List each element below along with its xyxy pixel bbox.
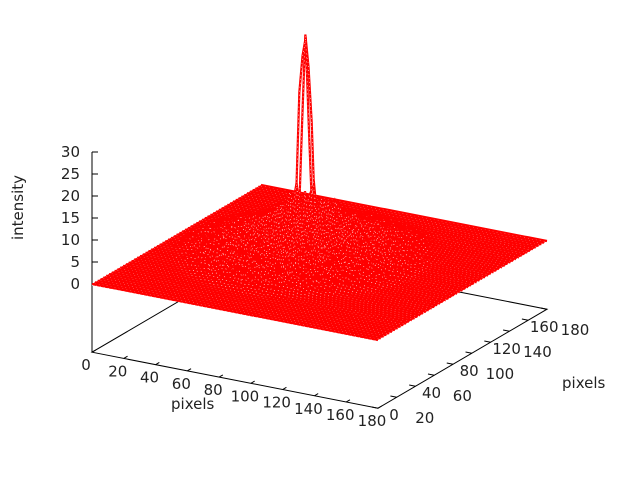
z-axis-label: intensity: [9, 175, 27, 240]
x-tick-label: 0: [81, 356, 91, 374]
x-tick-label: 120: [262, 394, 291, 412]
y-tick-label: 0: [389, 406, 399, 424]
y-tick-label: 20: [415, 409, 434, 427]
z-tick-label: 10: [61, 231, 80, 249]
y-tick-label: 140: [523, 343, 552, 361]
x-tick: [123, 355, 128, 359]
surface-row: [145, 251, 432, 310]
y-tick: [446, 362, 454, 365]
surface-row-highlight: [193, 184, 480, 283]
surface-row: [128, 261, 415, 320]
surface-row-highlight: [134, 260, 421, 317]
y-tick-label: 40: [422, 384, 441, 402]
surface-row: [103, 276, 390, 335]
x-tick: [282, 386, 287, 390]
y-tick: [427, 373, 435, 376]
x-axis-label: pixels: [171, 395, 215, 413]
surface-row: [131, 259, 418, 318]
x-tick-label: 20: [108, 362, 127, 380]
z-tick-label: 15: [61, 209, 80, 227]
x-tick-label: 40: [140, 369, 159, 387]
y-tick: [371, 406, 379, 409]
surface-row: [156, 240, 443, 304]
x-tick-label: 100: [231, 387, 260, 405]
y-axis-label: pixels: [562, 374, 606, 392]
surface-row: [139, 254, 427, 314]
surface-row: [173, 206, 460, 294]
x-tick-label: 180: [358, 412, 387, 430]
surface-row: [136, 256, 424, 315]
surface-row-highlight: [145, 253, 432, 311]
surface-row: [190, 191, 477, 284]
y-tick: [521, 318, 529, 321]
x-tick: [187, 368, 192, 372]
surface-row-highlight: [139, 256, 426, 314]
z-tick-label: 5: [70, 253, 80, 271]
surface-row: [117, 268, 404, 327]
surface-row: [111, 271, 398, 330]
y-tick: [390, 395, 397, 398]
surface-row: [97, 279, 384, 338]
surface-row: [134, 258, 421, 317]
y-tick-label: 100: [486, 365, 515, 383]
surface-row: [255, 187, 542, 246]
surface-row: [108, 273, 396, 332]
x-tick: [377, 405, 383, 409]
surface-row-highlight: [91, 284, 379, 342]
y-tick-label: 60: [453, 387, 472, 405]
surface-row: [249, 190, 536, 249]
x-tick: [345, 399, 351, 403]
surface-row: [170, 214, 458, 295]
x-tick-label: 60: [172, 375, 191, 393]
surface-row: [100, 277, 387, 337]
y-tick-label: 180: [561, 321, 590, 339]
surface-row: [119, 266, 407, 325]
z-tick-label: 30: [61, 143, 80, 161]
surface-row: [179, 203, 466, 290]
y-tick: [484, 340, 491, 343]
z-tick-label: 25: [61, 165, 80, 183]
y-tick-label: 160: [530, 318, 559, 336]
surface-row: [105, 274, 393, 333]
surface-row: [193, 180, 480, 282]
surface-row: [114, 269, 401, 328]
surface-row: [148, 249, 435, 309]
x-tick: [314, 393, 319, 397]
x-tick: [250, 380, 255, 384]
surface-row: [122, 264, 410, 323]
surface-row: [159, 236, 446, 302]
x-tick-label: 140: [294, 400, 323, 418]
x-tick: [155, 362, 160, 366]
x-tick-label: 80: [204, 381, 223, 399]
surface-row: [91, 282, 379, 342]
x-tick-label: 160: [326, 406, 355, 424]
surface-row-highlight: [170, 216, 457, 296]
x-tick: [91, 349, 97, 353]
y-tick-label: 80: [460, 362, 479, 380]
surface-row: [125, 263, 413, 322]
y-tick: [540, 307, 548, 310]
y-tick: [502, 329, 510, 332]
z-tick-label: 0: [70, 275, 80, 293]
surface-row: [260, 183, 548, 243]
z-tick-label: 20: [61, 187, 80, 205]
y-tick-label: 120: [492, 340, 521, 358]
y-tick: [465, 351, 472, 354]
x-tick: [218, 374, 224, 378]
surface-row: [94, 281, 382, 340]
y-tick: [409, 384, 416, 387]
